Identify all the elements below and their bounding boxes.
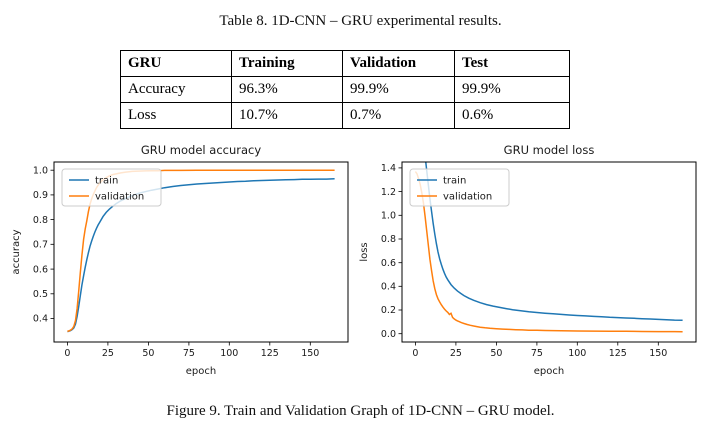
x-tick-label: 150 bbox=[301, 348, 319, 359]
chart-legend: train validation bbox=[409, 168, 510, 207]
x-tick-label: 50 bbox=[490, 348, 502, 359]
series-train-line bbox=[425, 162, 683, 322]
y-axis-label: accuracy bbox=[11, 229, 22, 274]
accuracy-row-label: Accuracy bbox=[120, 76, 232, 103]
x-tick-label: 100 bbox=[568, 348, 586, 359]
table-header-test: Test bbox=[454, 50, 570, 77]
y-tick-label: 0.9 bbox=[33, 190, 48, 201]
y-axis-label: loss bbox=[359, 242, 370, 261]
y-tick-label: 1.0 bbox=[381, 211, 396, 222]
table-row-accuracy: Accuracy 96.3% 99.9% 99.9% bbox=[120, 76, 570, 103]
y-tick-label: 1.2 bbox=[381, 187, 396, 198]
loss-test-value: 0.6% bbox=[454, 102, 570, 129]
table-header-training: Training bbox=[231, 50, 343, 77]
plot-border bbox=[401, 161, 697, 343]
x-tick-label: 100 bbox=[220, 348, 238, 359]
x-tick-label: 75 bbox=[183, 348, 195, 359]
x-tick-label: 25 bbox=[450, 348, 462, 359]
y-tick-label: 0.8 bbox=[381, 234, 396, 245]
y-tick-label: 0.4 bbox=[381, 282, 396, 293]
x-tick-label: 75 bbox=[531, 348, 543, 359]
y-tick-label: 0.5 bbox=[33, 289, 48, 300]
x-tick-label: 0 bbox=[412, 348, 418, 359]
loss-chart-svg: GRU model loss epoch loss 0 25 50 75 100 125 150 0… bbox=[359, 143, 697, 377]
y-tick-label: 1.4 bbox=[381, 163, 396, 174]
legend-train-label: train bbox=[95, 175, 118, 186]
loss-row-label: Loss bbox=[120, 102, 232, 129]
accuracy-chart-svg: GRU model accuracy epoch accuracy 0 25 50 75 10… bbox=[11, 143, 349, 377]
y-tick-label: 0.8 bbox=[33, 215, 48, 226]
table-header-validation: Validation bbox=[342, 50, 455, 77]
results-table: GRU Training Validation Test Accuracy 96… bbox=[120, 50, 570, 129]
chart-title: GRU model loss bbox=[504, 143, 595, 157]
legend-validation-label: validation bbox=[95, 191, 144, 202]
y-tick-label: 0.0 bbox=[381, 329, 396, 340]
y-tick-label: 0.6 bbox=[381, 258, 396, 269]
x-axis-label: epoch bbox=[534, 366, 564, 377]
accuracy-validation-value: 99.9% bbox=[342, 76, 455, 103]
y-tick-label: 1.0 bbox=[33, 165, 48, 176]
y-tick-label: 0.6 bbox=[33, 264, 48, 275]
loss-chart: GRU model loss epoch loss 0 25 50 75 100 125 150 0… bbox=[356, 140, 708, 393]
x-tick-label: 125 bbox=[261, 348, 279, 359]
x-tick-label: 0 bbox=[64, 348, 70, 359]
accuracy-training-value: 96.3% bbox=[231, 76, 343, 103]
x-tick-label: 50 bbox=[142, 348, 154, 359]
figure-caption: Figure 9. Train and Validation Graph of … bbox=[166, 403, 555, 419]
table-caption: Table 8. 1D-CNN – GRU experimental resul… bbox=[219, 13, 502, 29]
table-header-row: GRU Training Validation Test bbox=[120, 50, 570, 77]
loss-training-value: 10.7% bbox=[231, 102, 343, 129]
legend-train-label: train bbox=[443, 175, 466, 186]
chart-legend: train validation bbox=[61, 168, 162, 207]
plot-border bbox=[53, 161, 349, 343]
series-validation-line bbox=[414, 171, 683, 333]
table-row-loss: Loss 10.7% 0.7% 0.6% bbox=[120, 102, 570, 129]
x-axis-label: epoch bbox=[186, 366, 216, 377]
x-tick-label: 150 bbox=[649, 348, 667, 359]
chart-title: GRU model accuracy bbox=[141, 143, 262, 157]
y-tick-label: 0.2 bbox=[381, 305, 396, 316]
accuracy-chart: GRU model accuracy epoch accuracy 0 25 50 75 10… bbox=[8, 140, 360, 393]
table-header-gru: GRU bbox=[120, 50, 232, 77]
legend-validation-label: validation bbox=[443, 191, 492, 202]
x-tick-label: 25 bbox=[102, 348, 114, 359]
y-tick-label: 0.7 bbox=[33, 240, 48, 251]
x-tick-label: 125 bbox=[609, 348, 627, 359]
loss-validation-value: 0.7% bbox=[342, 102, 455, 129]
accuracy-test-value: 99.9% bbox=[454, 76, 570, 103]
y-tick-label: 0.4 bbox=[33, 314, 48, 325]
